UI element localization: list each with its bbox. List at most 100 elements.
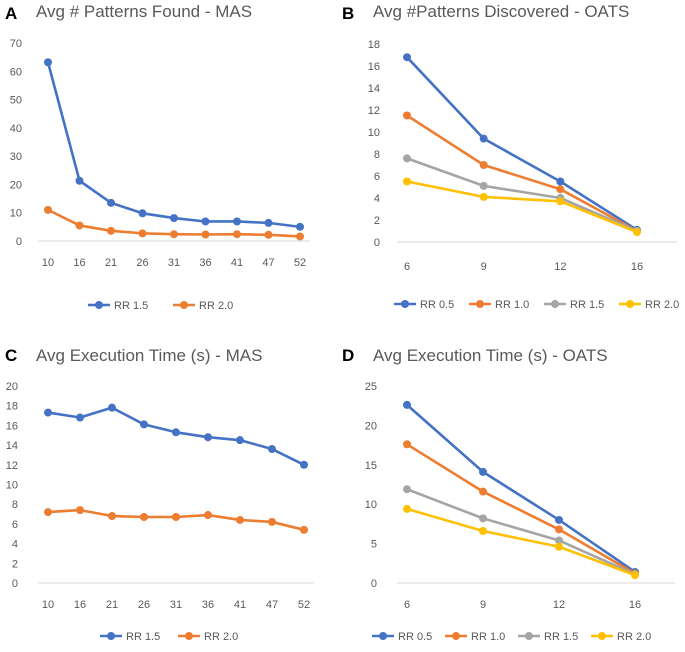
legend-marker [95, 301, 103, 309]
data-point [268, 445, 276, 454]
data-point [633, 228, 641, 237]
x-tick-label: 6 [404, 599, 410, 611]
y-tick-label: 0 [16, 236, 22, 248]
data-point [403, 400, 411, 409]
x-tick-label: 10 [42, 257, 54, 269]
y-tick-label: 70 [10, 38, 22, 50]
series-line-rr-0-5 [406, 403, 636, 574]
data-point [403, 53, 411, 62]
series-line-rr-1-5 [406, 488, 636, 576]
data-point [403, 111, 411, 120]
chart-svg: 0 2 4 6 8 10 12 14 16 18 20 10 16 21 26 31 36 41 47 52 RR 1.… [6, 381, 314, 643]
data-point [75, 176, 84, 185]
data-point [479, 134, 488, 143]
data-point [300, 525, 308, 534]
y-tick-label: 4 [12, 539, 18, 551]
chart-svg: 0 5 10 15 20 25 6 9 12 16 RR 0.5 RR 1.0 RR 1.5 RR 2.0 [365, 381, 675, 643]
series-line-rr-1-5 [46, 61, 301, 229]
x-tick-label: 16 [629, 599, 641, 611]
panel-letter: C [5, 346, 18, 365]
legend-label: RR 2.0 [645, 299, 679, 311]
data-point [556, 197, 565, 206]
legend-marker [452, 632, 460, 640]
data-point [108, 403, 116, 412]
data-point [107, 198, 115, 207]
x-tick-label: 10 [42, 599, 54, 611]
data-point [172, 428, 180, 437]
data-point [479, 487, 487, 496]
data-point [479, 192, 488, 201]
x-tick-label: 21 [106, 599, 118, 611]
data-point [631, 571, 639, 580]
data-point [300, 460, 308, 469]
legend-label: RR 1.5 [544, 631, 578, 643]
legend-marker [551, 300, 559, 308]
panel-letter: D [342, 346, 355, 365]
y-tick-label: 40 [10, 123, 22, 135]
x-tick-label: 12 [554, 261, 566, 273]
y-tick-label: 10 [10, 208, 22, 220]
y-tick-label: 20 [6, 381, 18, 393]
data-point [201, 230, 210, 239]
y-tick-label: 50 [10, 95, 22, 107]
x-tick-label: 47 [262, 257, 274, 269]
y-tick-label: 30 [10, 151, 22, 163]
legend-label: RR 0.5 [420, 299, 454, 311]
x-tick-label: 9 [480, 599, 486, 611]
data-point [172, 513, 180, 522]
data-point [170, 230, 178, 239]
data-point [138, 209, 147, 218]
series-line-rr-2-0 [406, 180, 638, 234]
legend-marker [626, 300, 634, 308]
y-tick-label: 20 [10, 179, 22, 191]
data-point [140, 513, 148, 522]
data-point [555, 536, 563, 545]
legend-label: RR 2.0 [204, 631, 238, 643]
y-tick-label: 15 [365, 460, 377, 472]
chart-panel-b: B Avg #Patterns Discovered - OATS 0 2 4 6 8 1… [342, 0, 685, 326]
chart-svg: 0 2 4 6 8 10 12 14 16 18 6 9 12 16 RR 0.5 RR 1.0 RR 1.5 R… [368, 39, 680, 311]
legend-label: RR 1.5 [126, 631, 160, 643]
data-point [555, 542, 563, 551]
x-tick-label: 16 [74, 599, 86, 611]
data-point [403, 504, 411, 513]
legend-marker [185, 632, 193, 640]
y-tick-label: 20 [365, 420, 377, 432]
legend-label: RR 2.0 [617, 631, 651, 643]
x-tick-label: 6 [404, 261, 410, 273]
x-tick-label: 16 [73, 257, 85, 269]
data-point [138, 229, 147, 238]
x-tick-label: 31 [170, 599, 182, 611]
legend-label: RR 1.5 [570, 299, 604, 311]
data-point [107, 226, 115, 235]
data-point [264, 218, 273, 227]
y-tick-label: 0 [374, 237, 380, 249]
data-point [204, 433, 212, 442]
y-tick-label: 12 [6, 460, 18, 472]
series-line-rr-1-0 [406, 114, 638, 233]
data-point [44, 205, 52, 214]
data-point [233, 217, 241, 226]
x-tick-label: 16 [631, 261, 643, 273]
y-tick-label: 8 [374, 149, 380, 161]
data-point [403, 154, 411, 163]
series-line-rr-1-5 [406, 157, 638, 233]
y-tick-label: 12 [368, 105, 380, 117]
chart-title: Avg # Patterns Found - MAS [36, 2, 253, 21]
data-point [555, 515, 563, 524]
data-point [296, 232, 304, 241]
panel-letter: A [5, 4, 18, 23]
data-point [479, 526, 487, 535]
chart-title: Avg #Patterns Discovered - OATS [373, 2, 630, 21]
legend-marker [401, 300, 409, 308]
data-point [556, 177, 565, 186]
y-tick-label: 25 [365, 381, 377, 393]
data-point [201, 217, 210, 226]
legend-marker [180, 301, 188, 309]
data-point [556, 185, 565, 194]
y-tick-label: 2 [374, 215, 380, 227]
data-point [555, 525, 563, 534]
legend-marker [107, 632, 115, 640]
x-tick-label: 26 [136, 257, 148, 269]
y-tick-label: 14 [368, 83, 380, 95]
